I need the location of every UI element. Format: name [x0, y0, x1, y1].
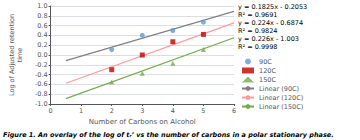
- svg-text:0: 0: [49, 107, 53, 115]
- svg-text:-0.8: -0.8: [35, 90, 48, 98]
- svg-text:y = 0.224x - 0.6874: y = 0.224x - 0.6874: [238, 19, 303, 27]
- svg-text:2: 2: [110, 107, 114, 115]
- svg-text:0.4: 0.4: [37, 31, 47, 39]
- svg-text:R² = 0.9998: R² = 0.9998: [238, 43, 277, 51]
- svg-text:4: 4: [171, 107, 175, 115]
- svg-text:Linear (150C): Linear (150C): [259, 103, 303, 111]
- svg-text:y = 0.226x - 1.003: y = 0.226x - 1.003: [238, 35, 299, 43]
- svg-text:1.0: 1.0: [37, 2, 47, 10]
- svg-text:y = 0.1825x - 0.2053: y = 0.1825x - 0.2053: [238, 3, 307, 11]
- svg-text:R² = 0.9824: R² = 0.9824: [238, 27, 277, 35]
- svg-text:0.6: 0.6: [37, 22, 47, 30]
- svg-text:120C: 120C: [259, 67, 276, 75]
- svg-text:3: 3: [140, 107, 144, 115]
- svg-text:-0.6: -0.6: [35, 80, 48, 88]
- svg-text:Log of Adjusted retention: Log of Adjusted retention: [8, 14, 16, 96]
- svg-text:90C: 90C: [259, 58, 272, 66]
- svg-text:R² = 0.9691: R² = 0.9691: [238, 11, 277, 19]
- svg-text:-1.0: -1.0: [35, 100, 48, 108]
- svg-text:1: 1: [79, 107, 83, 115]
- svg-text:0.2: 0.2: [37, 41, 47, 49]
- svg-text:5: 5: [201, 107, 205, 115]
- svg-text:time: time: [16, 48, 24, 63]
- svg-text:Linear (90C): Linear (90C): [259, 85, 299, 93]
- svg-text:-0.2: -0.2: [35, 61, 48, 69]
- svg-text:0.8: 0.8: [37, 12, 47, 20]
- svg-text:0.0: 0.0: [37, 51, 47, 59]
- svg-text:Number of Carbons on Alcohol: Number of Carbons on Alcohol: [89, 118, 196, 126]
- svg-text:Figure 1. An overlay of the lo: Figure 1. An overlay of the log of tᵣ’ v…: [3, 131, 334, 139]
- svg-text:-0.4: -0.4: [35, 71, 48, 79]
- svg-text:6: 6: [232, 107, 236, 115]
- svg-text:150C: 150C: [259, 76, 276, 84]
- svg-text:Linear (120C): Linear (120C): [259, 94, 303, 102]
